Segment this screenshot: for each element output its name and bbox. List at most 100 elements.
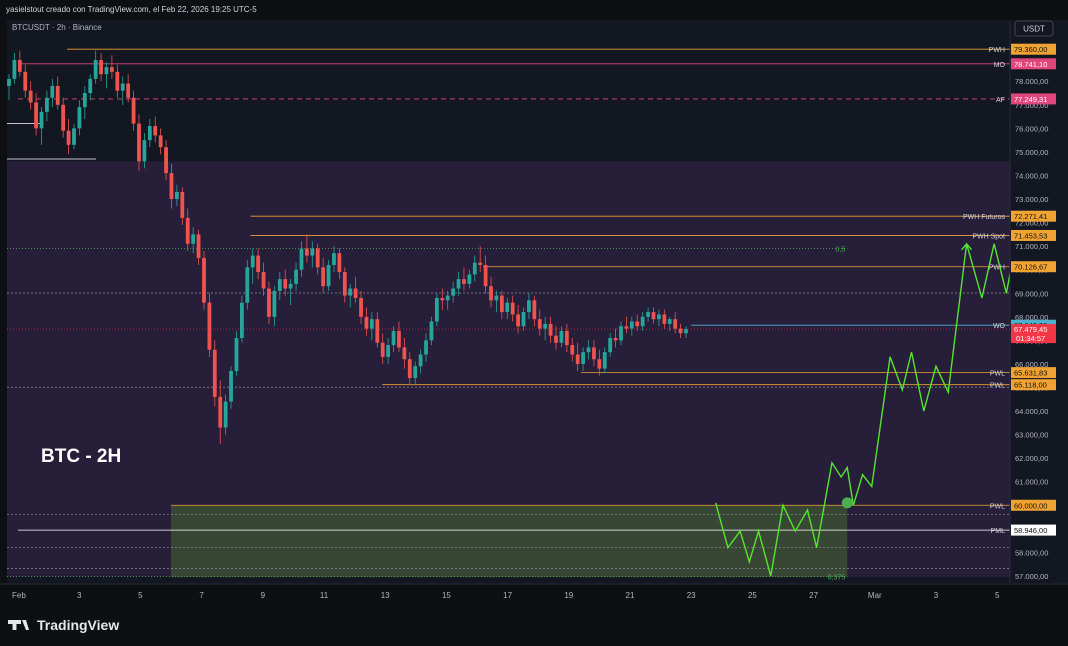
candle-body: [667, 319, 672, 324]
candle-body: [169, 173, 174, 200]
x-tick-label: 15: [442, 591, 451, 600]
candle-body: [39, 111, 44, 129]
candle-body: [359, 297, 363, 317]
level-price-tag: [1011, 93, 1056, 105]
x-tick-label: 9: [261, 591, 266, 600]
candle-body: [267, 288, 271, 317]
candle-body: [223, 401, 228, 428]
candle-body: [272, 290, 277, 317]
projection-path: [715, 227, 1068, 577]
candle-body: [61, 104, 66, 131]
candle-body: [548, 323, 553, 336]
current-price-tag: [1011, 324, 1056, 344]
candle-body: [537, 319, 542, 329]
candle-body: [575, 354, 580, 364]
level-price-tag: [1011, 58, 1056, 70]
candle-body: [104, 67, 109, 75]
candle-body: [212, 349, 217, 397]
candle-body: [608, 338, 613, 353]
x-tick-label: Feb: [12, 591, 26, 600]
candle-body: [640, 316, 645, 327]
candle-body: [413, 366, 418, 379]
price-axis: [1010, 20, 1068, 583]
candle-body: [55, 85, 60, 105]
candle-body: [218, 396, 223, 428]
level-price-tag: [1011, 367, 1056, 379]
candle-body: [521, 312, 526, 327]
candle-body: [99, 60, 103, 75]
y-tick-label: 69.000,00: [1015, 289, 1048, 298]
candle-body: [489, 286, 493, 301]
candle-body: [418, 354, 423, 367]
x-tick-label: 5: [138, 591, 143, 600]
candle-body: [397, 330, 401, 348]
candle-body: [332, 253, 336, 265]
candle-body: [45, 97, 49, 112]
x-tick-label: 3: [934, 591, 939, 600]
level-price-tag-label: 65.631,83: [1014, 369, 1047, 378]
chart-annotation: BTC - 2H: [41, 446, 121, 467]
x-tick-label: 25: [748, 591, 757, 600]
candle-body: [440, 297, 445, 301]
y-tick-label: 62.000,00: [1015, 454, 1048, 463]
candle-body: [635, 321, 640, 327]
y-tick-label: 57.000,00: [1015, 572, 1048, 581]
tradingview-logo[interactable]: TradingView: [8, 617, 119, 633]
candle-body: [684, 329, 688, 334]
candle-body: [93, 60, 98, 79]
candle-body: [245, 267, 250, 303]
candle-body: [256, 255, 261, 273]
candle-body: [66, 130, 71, 145]
level-name: AF: [996, 97, 1005, 104]
candle-body: [445, 295, 450, 301]
candle-body: [250, 255, 255, 268]
level-price-tag: [1011, 524, 1056, 536]
y-tick-label: 75.000,00: [1015, 148, 1048, 157]
btc-chart[interactable]: 0,5 0,375 PWH MO AF PWH Futuros PWH Spot PWH WO P…: [0, 0, 1068, 606]
y-tick-label: 66.000,00: [1015, 360, 1048, 369]
candle-body: [12, 60, 17, 79]
candle-body: [554, 335, 558, 343]
candle-body: [369, 319, 374, 329]
candle-body: [326, 264, 331, 287]
candle-body: [294, 269, 298, 284]
level-price-tag-label: 78.741,10: [1014, 60, 1047, 69]
candle-body: [624, 326, 629, 329]
candle-body: [483, 264, 488, 287]
candle-body: [142, 140, 147, 162]
candle-body: [72, 128, 76, 145]
candle-body: [191, 234, 196, 244]
candle-body: [586, 347, 591, 353]
level-name: PWL: [990, 371, 1005, 378]
candle-body: [50, 85, 55, 98]
y-tick-label: 78.000,00: [1015, 77, 1048, 86]
level-price-tag: [1011, 210, 1056, 222]
x-tick-label: 19: [564, 591, 573, 600]
candle-body: [499, 295, 504, 313]
currency-button-label: USDT: [1023, 25, 1045, 34]
level-price-tag: [1011, 229, 1056, 241]
countdown-label: 01:34:57: [1016, 334, 1045, 343]
candle-body: [424, 340, 428, 355]
candle-body: [180, 191, 185, 218]
candle-body: [153, 126, 158, 136]
candle-body: [364, 316, 369, 329]
candle-body: [651, 312, 656, 320]
level-name: PML: [991, 528, 1006, 535]
candle-body: [229, 370, 233, 402]
candle-body: [429, 321, 434, 341]
candle-body: [602, 352, 607, 369]
currency-button[interactable]: [1014, 20, 1054, 37]
level-price-tag-label: 58.946,00: [1014, 526, 1047, 535]
y-tick-label: 61.000,00: [1015, 478, 1048, 487]
candle-body: [478, 262, 483, 265]
y-tick-label: 64.000,00: [1015, 407, 1048, 416]
candle-body: [28, 90, 33, 103]
candle-body: [559, 330, 564, 343]
tradingview-brand-text: TradingView: [37, 617, 120, 633]
candle-body: [342, 272, 347, 296]
projection-arrowhead: [961, 242, 973, 251]
candle-body: [207, 302, 212, 350]
candle-body: [657, 314, 661, 320]
candle-body: [337, 253, 342, 273]
